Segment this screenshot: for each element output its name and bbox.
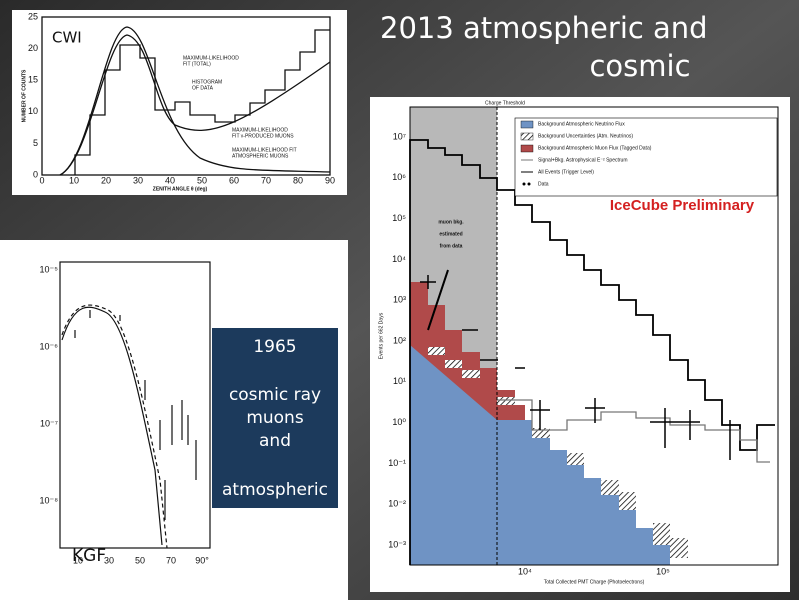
y-tick-label: 10² [393, 335, 406, 345]
legend-entry: Background Atmospheric Neutrino Flux [538, 121, 625, 127]
y-tick-label: 10⁴ [392, 254, 406, 264]
y-tick-label: 25 [28, 11, 38, 21]
note-line: cosmic ray [229, 385, 321, 405]
x-tick-label: 90 [325, 175, 335, 185]
x-tick-label: 0 [39, 175, 44, 185]
legend-entry: Data [538, 181, 549, 187]
y-tick-label: 5 [33, 138, 38, 148]
icecube-plot [409, 106, 779, 566]
figure-label: KGF [72, 546, 106, 566]
annotation: HISTOGRAM [192, 79, 222, 85]
note-texts: 1965 cosmic ray muons and atmospheric [222, 337, 328, 500]
legend-entry: Background Atmospheric Muon Flux (Tagged… [538, 145, 652, 151]
y-tick-label: 10⁻¹ [388, 458, 406, 468]
title-line: 2013 atmospheric and [380, 11, 708, 45]
y-tick-label: 10⁻³ [388, 539, 406, 549]
y-tick-label: 10⁷ [393, 131, 406, 141]
x-tick-label: 40 [165, 175, 175, 185]
y-tick-label: 10⁻⁶ [40, 341, 59, 351]
legend-entry: All Events (Trigger Level) [538, 169, 594, 175]
y-tick-label: 10⁰ [392, 417, 406, 427]
axis-title: Total Collected PMT Charge (Photoelectro… [544, 579, 645, 585]
note-line: and [259, 431, 291, 451]
annotation: estimated [439, 231, 462, 237]
note-line: muons [246, 408, 304, 428]
annotation: ATMOSPHERIC MUONS [232, 153, 289, 159]
x-tick-label: 10 [73, 555, 83, 565]
x-tick-label: 30 [133, 175, 143, 185]
annotation: MAXIMUM-LIKELIHOOD FIT [232, 147, 297, 153]
x-tick-label: 10⁵ [656, 566, 670, 576]
title: 2013 atmospheric and cosmic [380, 11, 708, 83]
y-tick-label: 15 [28, 75, 38, 85]
note-line: 1965 [253, 337, 296, 357]
x-tick-label: 60 [229, 175, 239, 185]
cwi-texts: CWI NUMBER OF COUNTS ZENITH ANGLE θ (deg) 0… [21, 11, 335, 192]
y-tick-label: 10⁻⁷ [40, 418, 58, 428]
figure-label: CWI [52, 29, 82, 47]
x-tick-label: 10⁴ [518, 566, 532, 576]
cwi-plot [41, 16, 331, 176]
y-tick-label: 10³ [393, 295, 406, 305]
y-tick-label: 10⁶ [392, 172, 406, 182]
x-tick-label: 50 [197, 175, 207, 185]
annotation: from data [440, 243, 463, 249]
y-tick-label: 10⁵ [392, 213, 406, 223]
annotation: muon bkg. [438, 219, 464, 225]
x-tick-label: 10 [69, 175, 79, 185]
annotation: FIT ν-PRODUCED MUONS [232, 133, 294, 139]
axis-title: NUMBER OF COUNTS [21, 69, 27, 122]
x-tick-label: 70 [261, 175, 271, 185]
axis-title: ZENITH ANGLE θ (deg) [153, 186, 208, 192]
x-tick-label: 90° [195, 555, 209, 565]
x-tick-label: 30 [104, 555, 114, 565]
x-tick-label: 50 [135, 555, 145, 565]
title-line: cosmic [589, 49, 690, 83]
brand: IceCube Preliminary [610, 197, 755, 214]
x-tick-label: 80 [293, 175, 303, 185]
legend-entry: Signal+Bkg. Astrophysical E⁻² Spectrum [538, 157, 628, 163]
note-line: atmospheric [222, 480, 328, 500]
y-tick-label: 20 [28, 43, 38, 53]
annotation: MAXIMUM-LIKELIHOOD [232, 127, 288, 133]
y-tick-label: 10⁻⁵ [40, 264, 59, 274]
axis-title: Events per 662 Days [378, 312, 384, 359]
threshold-label: Charge Threshold [485, 100, 525, 106]
y-tick-label: 10¹ [393, 376, 406, 386]
kgf-texts: KGF 10⁻⁵ 10⁻⁶ 10⁻⁷ 10⁻⁸ 10 30 50 70 90° [39, 264, 209, 566]
y-tick-label: 10 [28, 106, 38, 116]
x-tick-label: 70 [166, 555, 176, 565]
x-tick-label: 20 [101, 175, 111, 185]
annotation: MAXIMUM-LIKELIHOOD [183, 55, 239, 61]
y-tick-label: 10⁻² [388, 499, 406, 509]
legend-entry: Background Uncertainties (Atm. Neutrinos… [538, 133, 633, 139]
annotation: OF DATA [192, 85, 214, 91]
y-tick-label: 10⁻⁸ [39, 495, 58, 505]
annotation: FIT (TOTAL) [183, 61, 211, 67]
note-box [212, 328, 338, 508]
icecube-texts: Charge Threshold IceCube Preliminary Event… [378, 100, 754, 585]
y-tick-label: 0 [33, 169, 38, 179]
kgf-plot [59, 261, 211, 549]
